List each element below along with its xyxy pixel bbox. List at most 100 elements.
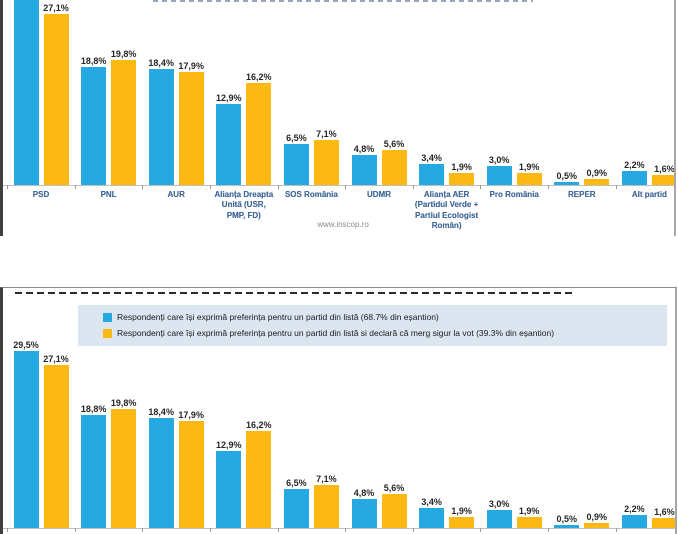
- legend-label: Respondenți care își exprimă preferința …: [117, 312, 439, 322]
- value-label: 2,2%: [624, 503, 645, 514]
- value-label: 27,1%: [43, 3, 69, 14]
- bar-REPER-series1: [554, 181, 580, 185]
- value-label: 18,4%: [148, 406, 174, 417]
- bar-Alianța Dreapta-series1: [216, 103, 242, 185]
- value-label: 1,9%: [518, 505, 540, 516]
- bar-AUR-series2: [178, 420, 204, 528]
- category-label: PSD: [32, 190, 50, 199]
- bar-SOS România-series2: [313, 485, 339, 528]
- bar-PNL-series2: [111, 60, 137, 185]
- axis-tick: [480, 528, 482, 532]
- legend-swatch-blue-icon: [103, 312, 112, 322]
- value-label: 18,8%: [80, 55, 107, 66]
- axis-tick: [210, 528, 211, 532]
- category-label: Alianța AER (Partidul Verde + Partiul Ec…: [414, 190, 479, 231]
- bar-Alianța Dreapta-series1: [216, 450, 242, 528]
- category-label: PNL: [100, 190, 117, 199]
- bar-AUR-series1: [148, 69, 174, 185]
- bar-PNL-series2: [111, 409, 137, 528]
- value-label: 5,6%: [383, 483, 405, 494]
- axis-tick: [74, 528, 76, 532]
- axis-tick: [548, 185, 549, 189]
- value-label: 1,6%: [654, 163, 675, 174]
- bar-Alt partid-series1: [621, 514, 647, 528]
- bar-Alianța Dreapta-series2: [246, 82, 272, 185]
- bar-Alianța AER-series2: [449, 173, 475, 185]
- bar-Alt partid-series2: [651, 174, 674, 185]
- value-label: 7,1%: [316, 129, 337, 140]
- cutoff-title-fragment: [15, 292, 573, 294]
- top-bar-chart: 29,5%18,8%18,4%12,9%6,5%4,8%3,4%3,0%0,5%…: [3, 0, 674, 236]
- category-label: SOS România: [284, 190, 338, 199]
- category-label: Alianța Dreapta Unită (USR, PMP, FD): [214, 190, 274, 220]
- bar-Pro România-series2: [516, 516, 542, 528]
- value-label: 5,6%: [383, 138, 405, 149]
- value-label: 0,9%: [586, 511, 608, 522]
- value-label: 1,9%: [451, 505, 472, 516]
- axis-tick: [74, 185, 76, 189]
- value-label: 19,8%: [110, 49, 137, 60]
- category-label: Alianța AER (Partidul Verde + Partiul Ec…: [414, 190, 479, 231]
- bar-REPER-series1: [554, 525, 580, 528]
- x-axis-line: [3, 528, 675, 529]
- value-label: 3,0%: [488, 499, 510, 509]
- axis-tick: [7, 185, 9, 189]
- axis-tick: [7, 528, 9, 532]
- axis-tick: [412, 528, 414, 532]
- value-label: 4,8%: [353, 488, 375, 499]
- value-label: 27,1%: [43, 354, 69, 365]
- value-label: 1,9%: [451, 162, 472, 173]
- value-label: 16,2%: [246, 419, 272, 430]
- value-label: 3,0%: [488, 155, 510, 166]
- category-label: Pro România: [489, 190, 539, 199]
- bar-PSD-series1: [13, 351, 39, 528]
- value-label: 12,9%: [216, 439, 242, 450]
- legend-item-blue: Respondenți care își exprimă preferința …: [103, 309, 667, 325]
- bar-REPER-series2: [584, 179, 610, 185]
- axis-tick: [142, 185, 144, 189]
- value-label: 6,5%: [286, 478, 307, 488]
- value-label: 12,9%: [216, 92, 242, 103]
- bar-SOS România-series1: [283, 489, 309, 528]
- axis-tick: [142, 528, 144, 532]
- bar-PSD-series2: [43, 365, 69, 528]
- category-label: Alt partid: [631, 190, 667, 199]
- bar-AUR-series1: [148, 417, 174, 528]
- bottom-bar-chart: 29,5% 18,8% 18,4% 12,9% 6,5% 4,8% 3,4% 3,0% 0,5%…: [3, 288, 675, 534]
- axis-tick: [548, 528, 549, 532]
- value-label: 7,1%: [316, 474, 337, 485]
- category-label: PSD: [32, 190, 50, 199]
- axis-tick: [412, 185, 414, 189]
- bar-Alianța Dreapta-series2: [246, 430, 272, 528]
- value-label: 18,4%: [148, 58, 174, 69]
- top-chart-panel: 29,5%18,8%18,4%12,9%6,5%4,8%3,4%3,0%0,5%…: [0, 0, 676, 236]
- value-label: 18,8%: [80, 404, 107, 415]
- value-label: 0,5%: [556, 170, 578, 181]
- value-label: 1,9%: [518, 162, 540, 173]
- axis-tick: [277, 528, 279, 532]
- watermark: www.inscop.ro: [317, 220, 369, 229]
- value-label: 2,2%: [624, 160, 645, 171]
- bar-Alt partid-series1: [621, 171, 647, 185]
- bottom-chart-panel: Respondenți care își exprimă preferința …: [0, 287, 677, 534]
- category-label: PNL: [100, 190, 117, 199]
- x-axis-line: [3, 185, 674, 186]
- bar-UDMR-series1: [351, 154, 377, 185]
- value-label: 29,5%: [13, 340, 39, 350]
- axis-tick: [277, 185, 279, 189]
- legend: Respondenți care își exprimă preferința …: [78, 305, 667, 346]
- axis-tick: [210, 185, 211, 189]
- bar-Alianța AER-series1: [419, 507, 445, 528]
- bar-Alt partid-series2: [651, 518, 675, 528]
- category-label: Alt partid: [631, 190, 667, 199]
- cutoff-legend-fragment: [153, 0, 533, 2]
- axis-tick: [345, 528, 347, 532]
- category-label: REPER: [568, 190, 596, 199]
- value-label: 3,4%: [421, 152, 442, 163]
- axis-tick: [345, 185, 347, 189]
- bar-REPER-series2: [584, 522, 610, 528]
- legend-label: Respondenți care își exprimă preferința …: [117, 328, 555, 338]
- axis-tick: [615, 185, 617, 189]
- bar-SOS România-series2: [313, 140, 339, 185]
- bar-UDMR-series1: [351, 499, 377, 528]
